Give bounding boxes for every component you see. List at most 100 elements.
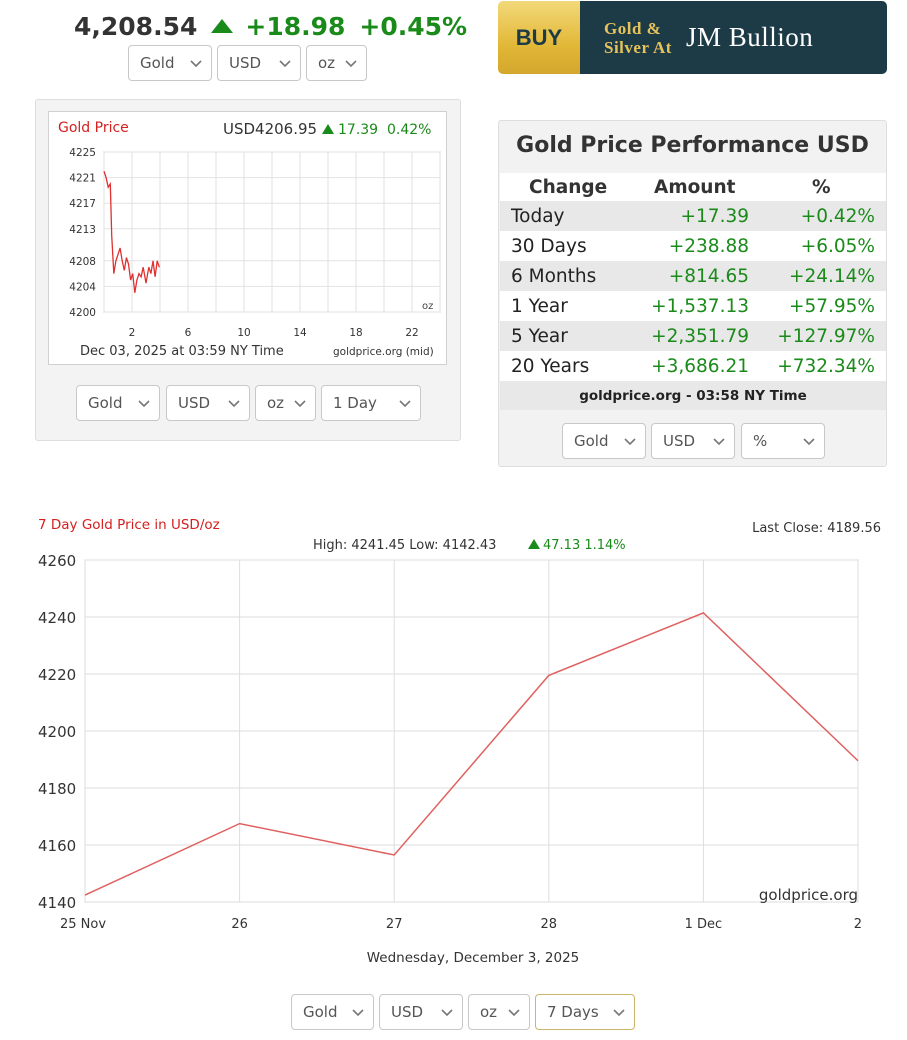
x-tick-label: 18 (349, 327, 362, 339)
y-tick-label: 4208 (69, 256, 96, 268)
column-header: Amount (654, 176, 736, 198)
perf-metal-select[interactable]: Gold (562, 423, 646, 459)
table-row: Today +17.39 +0.42% (500, 201, 886, 231)
y-tick-label: 4225 (69, 147, 96, 159)
performance-panel: Gold Price Performance USD Change Amount… (498, 120, 887, 467)
percent-cell: +0.42% (800, 205, 875, 227)
up-arrow-icon (211, 19, 234, 33)
mini-chart-svg: Gold Price USD4206.95 17.39 0.42% 420042… (58, 120, 441, 359)
y-tick-label: 4140 (38, 894, 76, 912)
select-value: oz (480, 1003, 498, 1021)
y-tick-label: 4217 (69, 198, 96, 210)
jm-bullion-ad-banner[interactable]: BUY Gold & Silver At JM Bullion (498, 1, 887, 74)
price-change: +18.98 (245, 11, 346, 41)
banner-tagline-line1: Gold & (604, 18, 662, 38)
mini-metal-select[interactable]: Gold (76, 385, 160, 421)
percent-cell: +6.05% (800, 235, 875, 257)
y-tick-label: 4204 (69, 281, 96, 293)
table-row: 6 Months +814.65 +24.14% (500, 261, 886, 291)
chevron-down-icon (352, 1009, 364, 1017)
chevron-down-icon (399, 400, 411, 408)
x-tick-label: 2 (129, 327, 136, 339)
mini-chart-label: Gold Price (58, 120, 129, 136)
select-value: Gold (574, 432, 609, 450)
period-cell: 6 Months (511, 265, 597, 287)
high-low-summary: High: 4241.45 Low: 4142.43 (313, 538, 496, 553)
x-tick-label: 1 Dec (685, 917, 723, 932)
y-tick-label: 4200 (69, 307, 96, 319)
mini-currency-select[interactable]: USD (166, 385, 250, 421)
select-value: USD (663, 432, 696, 450)
perf-mode-select[interactable]: % (741, 423, 825, 459)
header-currency-select[interactable]: USD (217, 45, 301, 81)
period-cell: 1 Year (511, 295, 568, 317)
percent-cell: +24.14% (788, 265, 875, 287)
chevron-down-icon (294, 400, 306, 408)
chart-watermark: goldprice.org (759, 886, 858, 904)
header-metal-select[interactable]: Gold (128, 45, 212, 81)
y-tick-label: 4260 (38, 552, 76, 570)
banner-brand-area: Gold & Silver At JM Bullion (580, 1, 887, 74)
price-headline: 4,208.54 +18.98 +0.45% (74, 10, 467, 42)
chevron-down-icon (713, 438, 725, 446)
perf-currency-select[interactable]: USD (651, 423, 735, 459)
period-cell: 5 Year (511, 325, 568, 347)
percent-cell: +732.34% (777, 355, 875, 377)
percent-cell: +57.95% (788, 295, 875, 317)
big-unit-select[interactable]: oz (468, 994, 530, 1030)
y-tick-label: 4213 (69, 224, 96, 236)
mini-chart-unit: oz (422, 301, 433, 312)
x-tick-label: 14 (293, 327, 307, 339)
table-row: 30 Days +238.88 +6.05% (500, 231, 886, 261)
chevron-down-icon (190, 60, 202, 68)
y-tick-label: 4240 (38, 609, 76, 627)
big-range-select[interactable]: 7 Days (535, 994, 635, 1030)
select-value: USD (178, 394, 211, 412)
big-chart-grid (84, 559, 859, 903)
mini-gold-chart: Gold Price USD4206.95 17.39 0.42% 4200 42… (48, 111, 447, 365)
chevron-down-icon (508, 1009, 520, 1017)
x-tick-label: 26 (231, 917, 248, 932)
last-close: Last Close: 4189.56 (752, 521, 881, 536)
x-tick-label: 6 (185, 327, 192, 339)
x-tick-label: 22 (405, 327, 418, 339)
x-tick-label: 27 (386, 917, 403, 932)
x-tick-label: 25 Nov (60, 917, 106, 932)
up-arrow-icon (528, 539, 540, 549)
up-arrow-icon (322, 124, 334, 134)
column-header: % (812, 176, 831, 198)
mini-chart-series-line (103, 170, 160, 293)
select-value: Gold (140, 54, 175, 72)
big-chart-title: 7 Day Gold Price in USD/oz (38, 517, 220, 533)
mini-chart-x-axis: 2 6 10 14 18 22 (129, 327, 419, 339)
chevron-down-icon (803, 438, 815, 446)
performance-title: Gold Price Performance USD (516, 133, 869, 158)
summary-change: 47.13 1.14% (543, 538, 626, 553)
chevron-down-icon (345, 60, 357, 68)
chevron-down-icon (441, 1009, 453, 1017)
select-value: 7 Days (547, 1003, 599, 1021)
mini-chart-timestamp: Dec 03, 2025 at 03:59 NY Time (80, 344, 284, 359)
performance-table: Change Amount % Today +17.39 +0.42% 30 D… (500, 173, 886, 410)
mini-range-select[interactable]: 1 Day (321, 385, 421, 421)
header-unit-select[interactable]: oz (306, 45, 367, 81)
mini-chart-source: goldprice.org (mid) (333, 346, 434, 358)
seven-day-chart: 7 Day Gold Price in USD/oz Last Close: 4… (0, 505, 907, 975)
banner-tagline: Gold & Silver At (604, 19, 672, 57)
y-tick-label: 4200 (38, 723, 76, 741)
chevron-down-icon (138, 400, 150, 408)
select-value: % (753, 432, 768, 450)
amount-cell: +17.39 (680, 205, 749, 227)
big-currency-select[interactable]: USD (379, 994, 463, 1030)
table-row: 5 Year +2,351.79 +127.97% (500, 321, 886, 351)
amount-cell: +2,351.79 (651, 325, 749, 347)
amount-cell: +238.88 (668, 235, 749, 257)
price-change-percent: +0.45% (359, 11, 468, 41)
mini-unit-select[interactable]: oz (255, 385, 316, 421)
spot-price: 4,208.54 (74, 11, 198, 41)
big-metal-select[interactable]: Gold (291, 994, 374, 1030)
amount-cell: +3,686.21 (651, 355, 749, 377)
amount-cell: +1,537.13 (651, 295, 749, 317)
y-tick-label: 4221 (69, 173, 96, 185)
chart-date-label: Wednesday, December 3, 2025 (367, 950, 580, 966)
